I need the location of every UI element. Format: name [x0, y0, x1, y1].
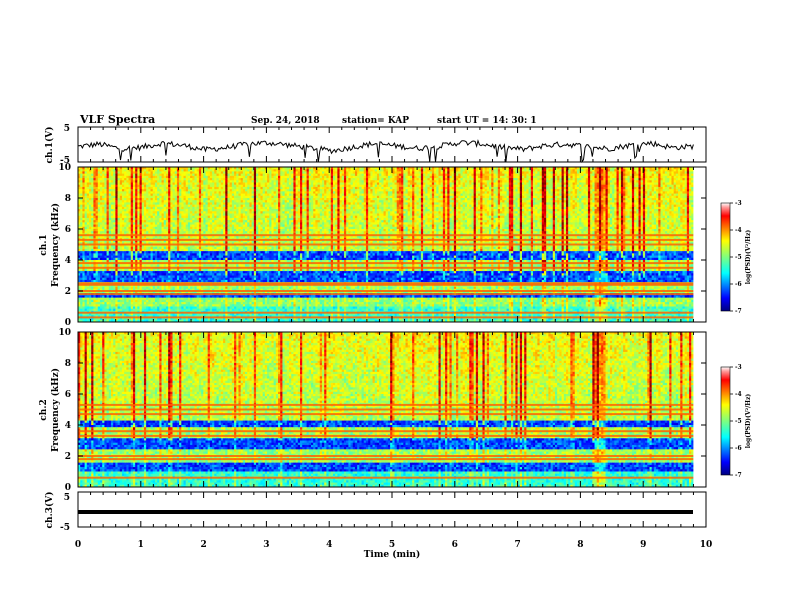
x-tick-label: 0 — [75, 540, 81, 550]
colorbar-tick-label: -4 — [735, 227, 742, 234]
colorbar-tick-label: -3 — [735, 364, 742, 371]
chart-title: VLF Spectra — [79, 113, 155, 126]
ch1-spectrogram-heatmap — [78, 167, 706, 322]
ch1-spectrogram-ytick-label: 8 — [65, 194, 71, 204]
x-axis-tick-labels: 0 1 2 3 4 5 6 7 8 9 10 — [75, 540, 712, 550]
x-tick-label: 3 — [263, 540, 269, 550]
ch3-ytick-top: 5 — [64, 493, 70, 503]
date-label: Sep. 24, 2018 — [251, 116, 320, 126]
ch1-waveform-panel: 5 -5 ch.1(V) — [44, 124, 706, 166]
ch2-colorbar: -3 -4 -5 -6 -7 log(PSD)(V²/Hz) — [721, 364, 752, 479]
x-tick-label: 1 — [138, 540, 144, 550]
ch1-waveform-ylabel: ch.1(V) — [44, 127, 55, 164]
ch2-spectrogram-ytick-label: 10 — [58, 328, 71, 338]
start-time-label: start UT = 14: 30: 1 — [437, 116, 537, 126]
ch1-spectrogram-ytick-label: 0 — [65, 318, 71, 328]
ch1-colorbar: -3 -4 -5 -6 -7 log(PSD)(V²/Hz) — [721, 200, 752, 315]
station-label: station= KAP — [342, 116, 409, 126]
ch2-colorbar-gradient — [721, 367, 730, 475]
colorbar-tick-label: -7 — [735, 308, 742, 315]
vlf-spectra-figure: VLF Spectra Sep. 24, 2018 station= KAP s… — [0, 0, 792, 612]
colorbar-tick-label: -5 — [735, 418, 742, 425]
ch1-spectrogram-ylabel-frequency: Frequency (kHz) — [50, 203, 61, 287]
ch1-colorbar-ticks: -3 -4 -5 -6 -7 — [730, 200, 742, 315]
colorbar-tick-label: -7 — [735, 472, 742, 479]
ch1-waveform-line — [78, 141, 693, 162]
ch2-spectrogram-ytick-label: 2 — [65, 452, 71, 462]
ch2-spectrogram-panel: 0 2 4 6 8 10 ch.2 Frequency (kHz) — [39, 328, 706, 493]
x-tick-label: 7 — [514, 540, 520, 550]
x-axis-label: Time (min) — [364, 549, 421, 560]
ch1-spectrogram-ytick-label: 2 — [65, 287, 71, 297]
ch3-ytick-bottom: -5 — [60, 523, 70, 533]
ch3-waveform-panel: 5 -5 ch.3(V) — [44, 492, 706, 533]
colorbar-tick-label: -6 — [735, 445, 742, 452]
ch1-spectrogram-ytick-label: 4 — [65, 256, 71, 266]
ch2-spectrogram-ytick-label: 6 — [65, 390, 71, 400]
x-tick-label: 5 — [389, 540, 395, 550]
ch2-colorbar-label: log(PSD)(V²/Hz) — [745, 394, 752, 449]
colorbar-tick-label: -4 — [735, 391, 742, 398]
x-tick-label: 8 — [577, 540, 583, 550]
colorbar-tick-label: -3 — [735, 200, 742, 207]
ch2-spectrogram-ytick-label: 4 — [65, 421, 71, 431]
colorbar-tick-label: -6 — [735, 281, 742, 288]
x-tick-label: 6 — [452, 540, 458, 550]
ch2-spectrogram-heatmap — [78, 332, 706, 487]
x-tick-label: 10 — [700, 540, 713, 550]
ch1-spectrogram-ylabel-channel: ch.1 — [39, 234, 49, 255]
ch2-spectrogram-ytick-label: 0 — [65, 483, 71, 493]
ch3-waveform-ylabel: ch.3(V) — [44, 492, 55, 529]
ch2-spectrogram-ytick-label: 8 — [65, 359, 71, 369]
ch1-colorbar-label: log(PSD)(V²/Hz) — [745, 230, 752, 285]
ch1-spectrogram-panel: 0 2 4 6 8 10 ch.1 Frequency (kHz) — [39, 163, 706, 328]
x-tick-label: 9 — [640, 540, 646, 550]
ch2-spectrogram-ylabel-frequency: Frequency (kHz) — [50, 368, 61, 452]
ch1-colorbar-gradient — [721, 203, 730, 311]
ch1-ytick-top: 5 — [64, 124, 70, 134]
ch2-spectrogram-ylabel-channel: ch.2 — [39, 399, 49, 420]
ch1-spectrogram-ytick-label: 6 — [65, 225, 71, 235]
ch2-colorbar-ticks: -3 -4 -5 -6 -7 — [730, 364, 742, 479]
x-tick-label: 4 — [326, 540, 332, 550]
x-tick-label: 2 — [200, 540, 206, 550]
ch1-spectrogram-ytick-label: 10 — [58, 163, 71, 173]
colorbar-tick-label: -5 — [735, 254, 742, 261]
